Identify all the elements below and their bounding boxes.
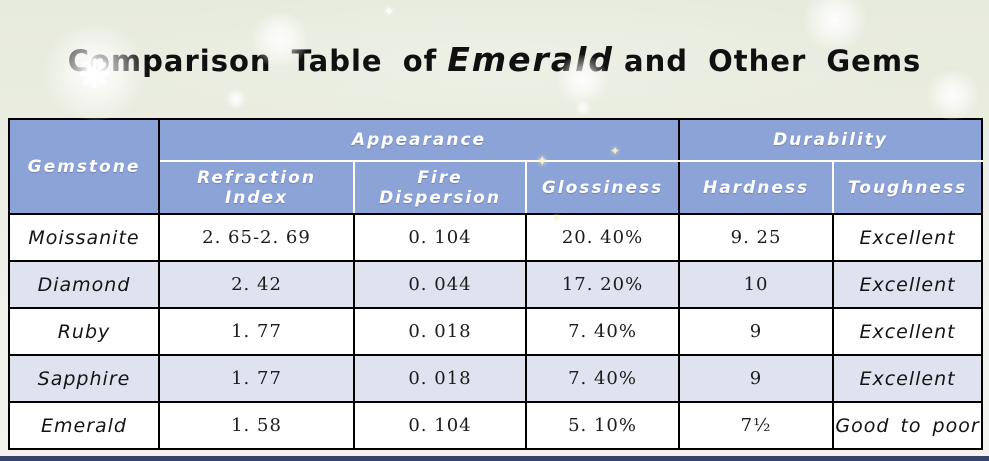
gemstone-name-cell: Ruby xyxy=(8,307,160,356)
gemstone-name-cell: Emerald xyxy=(8,401,160,450)
table-row-moissanite: Moissanite 2. 65-2. 69 0. 104 20. 40% 9.… xyxy=(8,213,984,262)
gemstone-name-cell: Sapphire xyxy=(8,354,160,403)
toughness-cell: Excellent xyxy=(832,213,984,262)
glossiness-cell: 7. 40% xyxy=(524,354,681,403)
toughness-cell: Excellent xyxy=(832,260,984,309)
column-header-hardness: Hardness xyxy=(678,160,835,215)
toughness-cell: Excellent xyxy=(832,307,984,356)
corner-header-gemstone: Gemstone xyxy=(8,118,160,215)
table-row-sapphire: Sapphire 1. 77 0. 018 7. 40% 9 Excellent xyxy=(8,354,984,403)
hardness-cell: 9 xyxy=(678,354,835,403)
gemstone-name-cell: Diamond xyxy=(8,260,160,309)
header-group-row: Gemstone Appearance Durability xyxy=(8,118,984,215)
hardness-cell: 10 xyxy=(678,260,835,309)
refraction-index-cell: 1. 58 xyxy=(158,401,355,450)
column-header-toughness: Toughness xyxy=(832,160,984,215)
column-header-refraction-index: Refraction Index xyxy=(158,160,355,215)
fire-dispersion-cell: 0. 104 xyxy=(353,213,527,262)
gemstone-name-cell: Moissanite xyxy=(8,213,160,262)
glossiness-cell: 5. 10% xyxy=(524,401,681,450)
fire-dispersion-cell: 0. 018 xyxy=(353,307,527,356)
page-title: Comparison Table of Emerald and Other Gems xyxy=(68,40,922,79)
glossiness-cell: 17. 20% xyxy=(524,260,681,309)
title-prefix: Comparison Table of xyxy=(67,43,438,78)
hardness-cell: 7½ xyxy=(678,401,835,450)
header-sub-row: Refraction Index Fire Dispersion Glossin… xyxy=(9,160,984,215)
bottom-edge-bar xyxy=(0,456,989,461)
fire-dispersion-cell: 0. 104 xyxy=(353,401,527,450)
title-emphasis-emerald: Emerald xyxy=(447,39,615,79)
glossiness-cell: 20. 40% xyxy=(524,213,681,262)
column-header-fire-dispersion: Fire Dispersion xyxy=(353,160,527,215)
table-row-diamond: Diamond 2. 42 0. 044 17. 20% 10 Excellen… xyxy=(8,260,984,309)
glossiness-cell: 7. 40% xyxy=(524,307,681,356)
toughness-cell: Good to poor xyxy=(832,401,984,450)
hardness-cell: 9 xyxy=(678,307,835,356)
table-row-ruby: Ruby 1. 77 0. 018 7. 40% 9 Excellent xyxy=(8,307,984,356)
hardness-cell: 9. 25 xyxy=(678,213,835,262)
refraction-index-cell: 2. 65-2. 69 xyxy=(158,213,355,262)
refraction-index-cell: 2. 42 xyxy=(158,260,355,309)
gem-comparison-table: Gemstone Appearance Durability Refractio… xyxy=(8,118,984,450)
refraction-index-cell: 1. 77 xyxy=(158,307,355,356)
comparison-table-container: Gemstone Appearance Durability Refractio… xyxy=(8,118,984,450)
column-header-glossiness: Glossiness xyxy=(524,160,681,215)
refraction-index-cell: 1. 77 xyxy=(158,354,355,403)
group-header-appearance: Appearance xyxy=(157,118,681,162)
fire-dispersion-cell: 0. 018 xyxy=(353,354,527,403)
group-header-durability: Durability xyxy=(678,118,984,162)
title-suffix: and Other Gems xyxy=(624,43,922,78)
toughness-cell: Excellent xyxy=(832,354,984,403)
fire-dispersion-cell: 0. 044 xyxy=(353,260,527,309)
title-banner: Comparison Table of Emerald and Other Gems xyxy=(0,0,989,118)
table-row-emerald: Emerald 1. 58 0. 104 5. 10% 7½ Good to p… xyxy=(8,401,984,450)
